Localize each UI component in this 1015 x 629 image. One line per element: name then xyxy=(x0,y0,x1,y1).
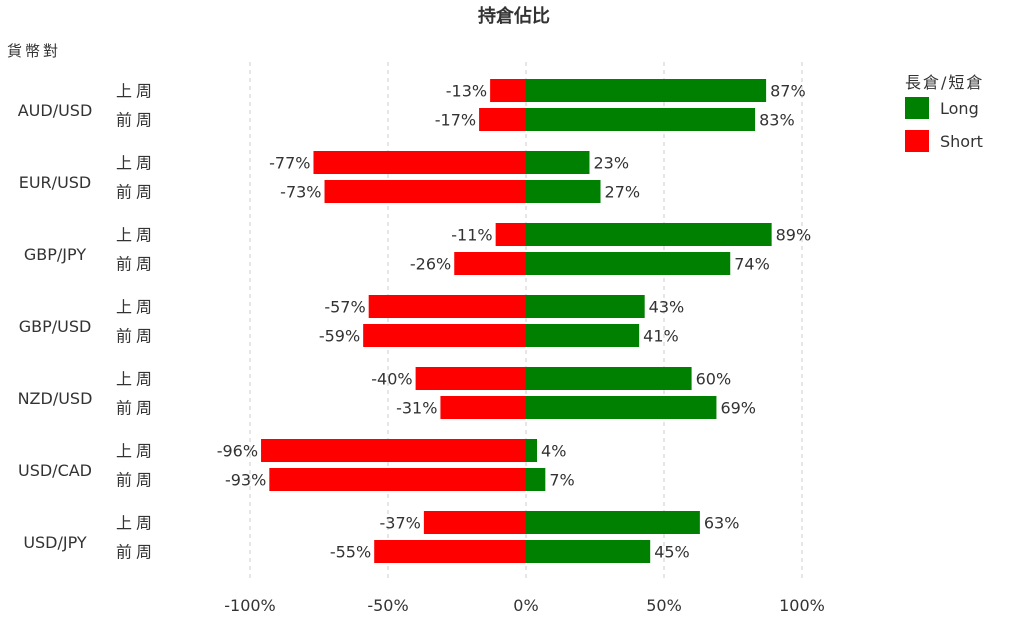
period-label: 前周 xyxy=(116,471,156,490)
period-label: 前周 xyxy=(116,543,156,562)
x-tick-label: 0% xyxy=(513,596,538,615)
data-label-short: -73% xyxy=(280,183,321,202)
grid-lines xyxy=(249,62,803,582)
bar-long xyxy=(526,151,590,174)
bar-long xyxy=(526,511,700,534)
category-label: AUD/USD xyxy=(18,101,93,120)
bar-short xyxy=(313,151,526,174)
bar-long xyxy=(526,396,717,419)
labels: -100% -50% 0% 50% 100% AUD/USD 上周 -13% 87% 前周 -17%… xyxy=(18,82,825,616)
legend: 長倉/短倉 Long Short xyxy=(905,73,984,152)
data-label-long: 45% xyxy=(654,543,690,562)
data-label-long: 7% xyxy=(549,471,574,490)
data-label-short: -55% xyxy=(330,543,371,562)
data-label-short: -13% xyxy=(446,82,487,101)
period-label: 上周 xyxy=(116,82,156,101)
bar-long xyxy=(526,468,546,491)
chart-title: 持倉佔比 xyxy=(478,5,550,27)
period-label: 上周 xyxy=(116,442,156,461)
legend-swatch-long xyxy=(905,97,929,119)
legend-title: 長倉/短倉 xyxy=(905,73,984,92)
category-label: USD/JPY xyxy=(23,533,87,552)
data-label-long: 69% xyxy=(720,399,756,418)
bar-long xyxy=(526,223,772,246)
data-label-short: -40% xyxy=(371,370,412,389)
period-label: 前周 xyxy=(116,111,156,130)
legend-swatch-short xyxy=(905,130,929,152)
bar-short xyxy=(363,324,526,347)
bar-long xyxy=(526,324,640,347)
category-label: USD/CAD xyxy=(18,461,92,480)
data-label-short: -17% xyxy=(435,111,476,130)
bar-long xyxy=(526,252,731,275)
bar-short xyxy=(324,180,526,203)
legend-label-short: Short xyxy=(940,132,983,151)
category-label: GBP/USD xyxy=(19,317,92,336)
category-label: NZD/USD xyxy=(18,389,93,408)
bar-short xyxy=(423,511,526,534)
period-label: 上周 xyxy=(116,298,156,317)
bar-short xyxy=(440,396,526,419)
bar-short xyxy=(415,367,526,390)
bar-short xyxy=(479,108,526,131)
data-label-short: -31% xyxy=(396,399,437,418)
data-label-long: 23% xyxy=(593,154,629,173)
category-label: GBP/JPY xyxy=(24,245,86,264)
data-label-short: -26% xyxy=(410,255,451,274)
data-label-long: 74% xyxy=(734,255,770,274)
bar-short xyxy=(368,295,526,318)
legend-label-long: Long xyxy=(940,99,979,118)
category-label: EUR/USD xyxy=(19,173,92,192)
bar-long xyxy=(526,180,601,203)
bar-long xyxy=(526,439,538,462)
bar-short xyxy=(374,540,526,563)
data-label-short: -96% xyxy=(217,442,258,461)
data-label-long: 60% xyxy=(696,370,732,389)
data-label-long: 87% xyxy=(770,82,806,101)
bars xyxy=(261,79,772,563)
data-label-long: 83% xyxy=(759,111,795,130)
bar-long xyxy=(526,295,645,318)
data-label-long: 43% xyxy=(649,298,685,317)
y-axis-title: 貨幣對 xyxy=(7,42,61,60)
x-tick-label: 50% xyxy=(646,596,682,615)
data-label-long: 63% xyxy=(704,514,740,533)
data-label-short: -37% xyxy=(380,514,421,533)
period-label: 前周 xyxy=(116,327,156,346)
data-label-short: -11% xyxy=(451,226,492,245)
data-label-long: 41% xyxy=(643,327,679,346)
bar-long xyxy=(526,79,767,102)
period-label: 上周 xyxy=(116,514,156,533)
bar-short xyxy=(261,439,526,462)
period-label: 前周 xyxy=(116,399,156,418)
data-label-short: -93% xyxy=(225,471,266,490)
data-label-long: 4% xyxy=(541,442,566,461)
bar-short xyxy=(269,468,526,491)
bar-short xyxy=(495,223,526,246)
bar-short xyxy=(454,252,526,275)
data-label-short: -57% xyxy=(324,298,365,317)
data-label-short: -59% xyxy=(319,327,360,346)
period-label: 前周 xyxy=(116,183,156,202)
period-label: 上周 xyxy=(116,154,156,173)
period-label: 上周 xyxy=(116,226,156,245)
data-label-long: 27% xyxy=(605,183,641,202)
period-label: 上周 xyxy=(116,370,156,389)
x-tick-label: 100% xyxy=(779,596,825,615)
data-label-long: 89% xyxy=(776,226,812,245)
data-label-short: -77% xyxy=(269,154,310,173)
bar-long xyxy=(526,367,692,390)
x-tick-label: -50% xyxy=(367,596,408,615)
period-label: 前周 xyxy=(116,255,156,274)
bar-short xyxy=(490,79,526,102)
x-tick-label: -100% xyxy=(224,596,276,615)
bar-long xyxy=(526,108,756,131)
bar-long xyxy=(526,540,651,563)
